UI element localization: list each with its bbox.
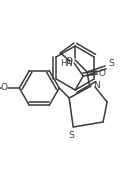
Text: HN: HN [60, 59, 73, 68]
Text: O: O [66, 57, 73, 66]
Text: O: O [1, 84, 8, 93]
Text: S: S [68, 130, 74, 139]
Text: O: O [99, 68, 106, 77]
Text: N: N [93, 82, 99, 91]
Text: S: S [108, 59, 114, 68]
